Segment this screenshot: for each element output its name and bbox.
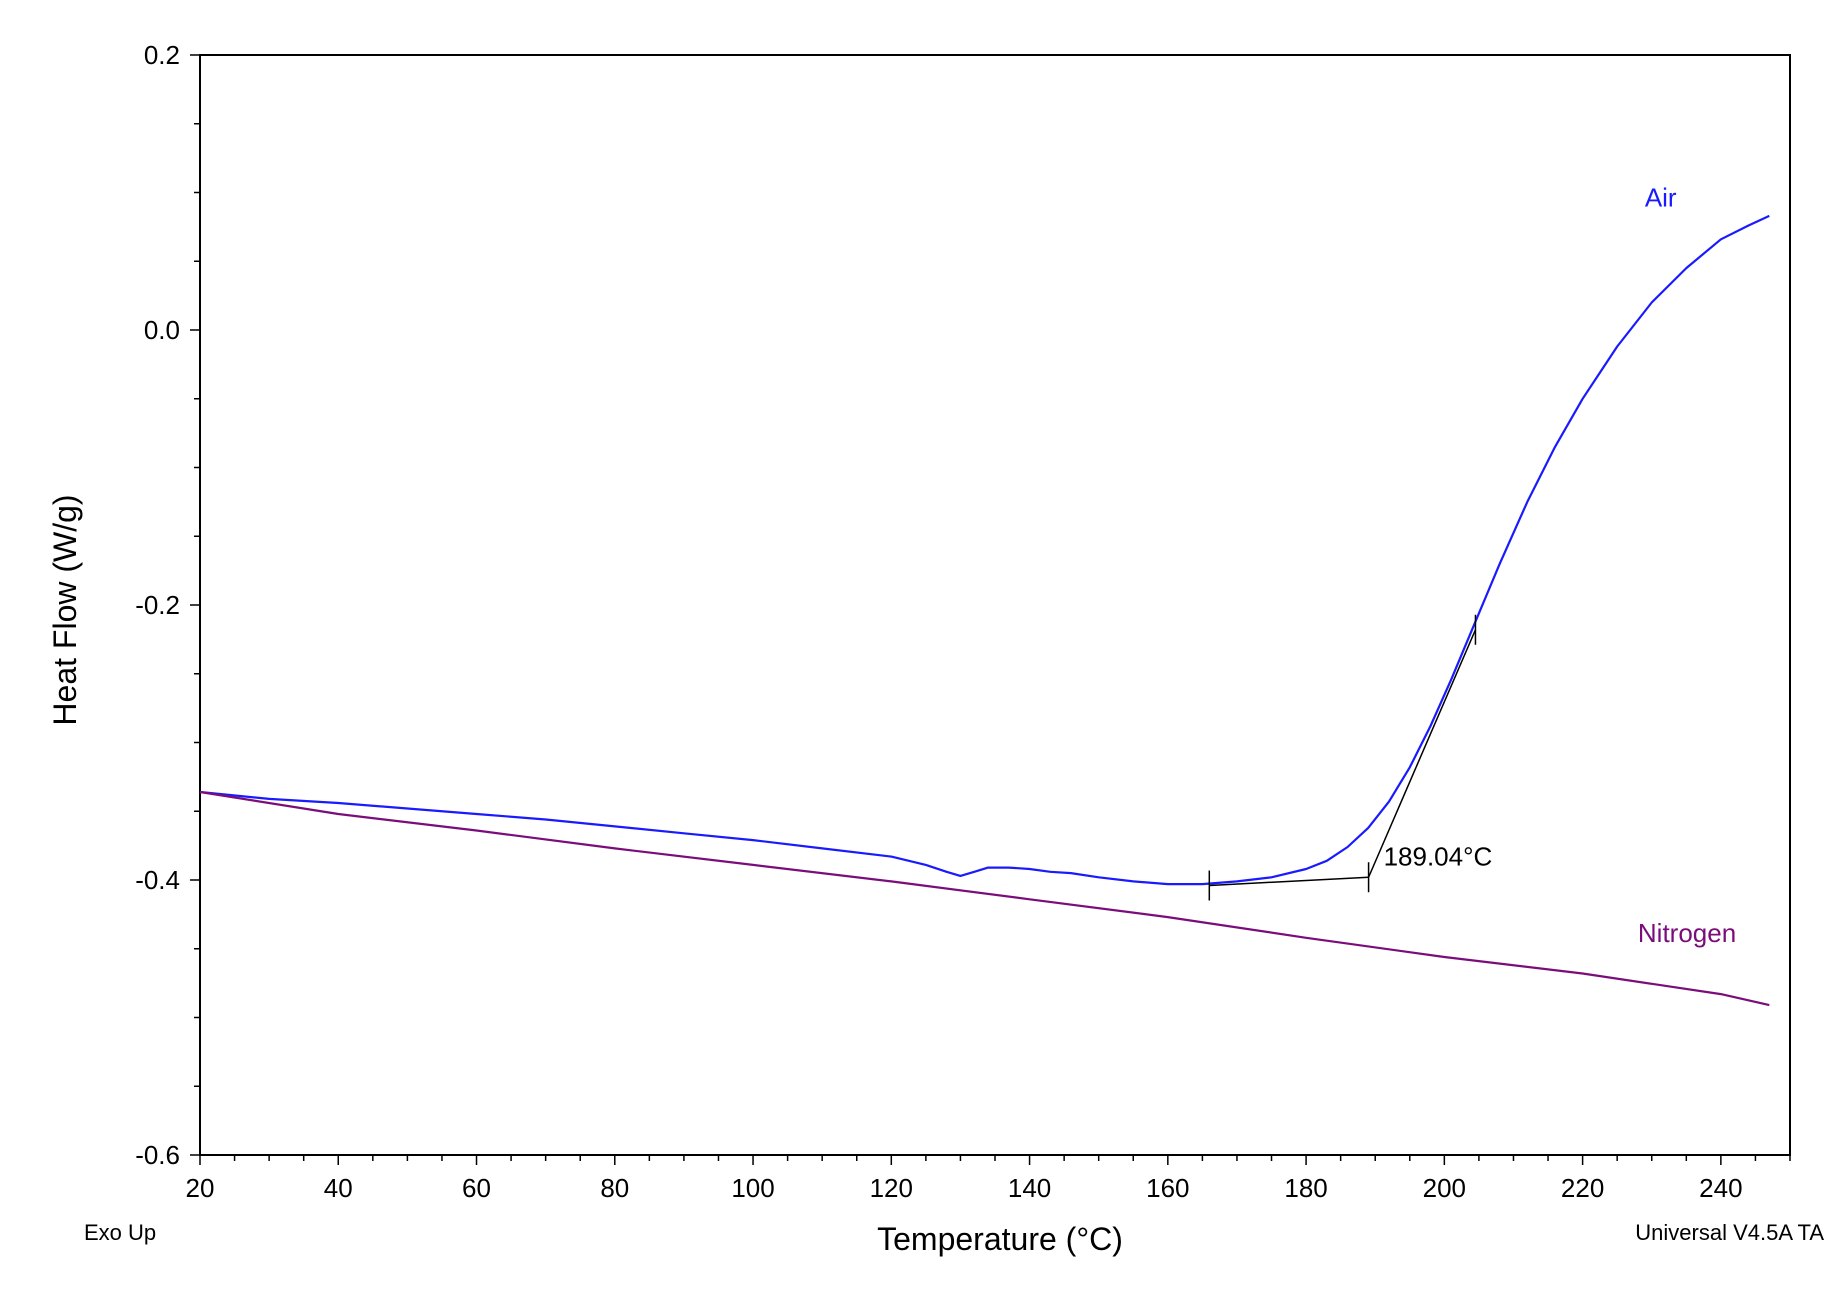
y-axis-title: Heat Flow (W/g): [47, 494, 83, 725]
x-tick-label: 60: [462, 1173, 491, 1203]
x-tick-label: 200: [1423, 1173, 1466, 1203]
series-line-nitrogen: [199, 790, 1770, 1007]
onset-annotation: 189.04°C: [1208, 614, 1493, 901]
series-labels: Air Nitrogen: [1638, 182, 1736, 948]
exo-up-note: Exo Up: [84, 1220, 156, 1245]
tangent-line: [1367, 629, 1477, 878]
x-tick-label: 100: [731, 1173, 774, 1203]
series-layer: [199, 214, 1770, 1007]
y-tick-label: 0.2: [144, 40, 180, 70]
y-axis: 0.2 0.0 -0.2 -0.4 -0.6: [135, 40, 200, 1170]
software-version-note: Universal V4.5A TA: [1635, 1220, 1824, 1245]
series-line-air: [199, 214, 1770, 886]
y-tick-label: 0.0: [144, 315, 180, 345]
y-tick-label: -0.6: [135, 1140, 180, 1170]
series-label-nitrogen: Nitrogen: [1638, 918, 1736, 948]
x-tick-label: 240: [1699, 1173, 1742, 1203]
x-axis: 20 40 60 80 100 120 140 160 180 200 220 240: [186, 1155, 1791, 1203]
onset-temperature-label: 189.04°C: [1384, 841, 1493, 871]
x-tick-label: 40: [324, 1173, 353, 1203]
x-tick-label: 20: [186, 1173, 215, 1203]
baseline-extrapolation: [1209, 876, 1369, 887]
x-tick-label: 140: [1008, 1173, 1051, 1203]
y-tick-label: -0.2: [135, 590, 180, 620]
x-tick-label: 120: [870, 1173, 913, 1203]
series-label-air: Air: [1645, 182, 1677, 212]
x-tick-label: 220: [1561, 1173, 1604, 1203]
plot-frame: [199, 54, 1791, 1156]
x-tick-label: 180: [1284, 1173, 1327, 1203]
y-tick-label: -0.4: [135, 865, 180, 895]
x-axis-title: Temperature (°C): [877, 1221, 1123, 1257]
x-tick-label: 80: [600, 1173, 629, 1203]
x-tick-label: 160: [1146, 1173, 1189, 1203]
